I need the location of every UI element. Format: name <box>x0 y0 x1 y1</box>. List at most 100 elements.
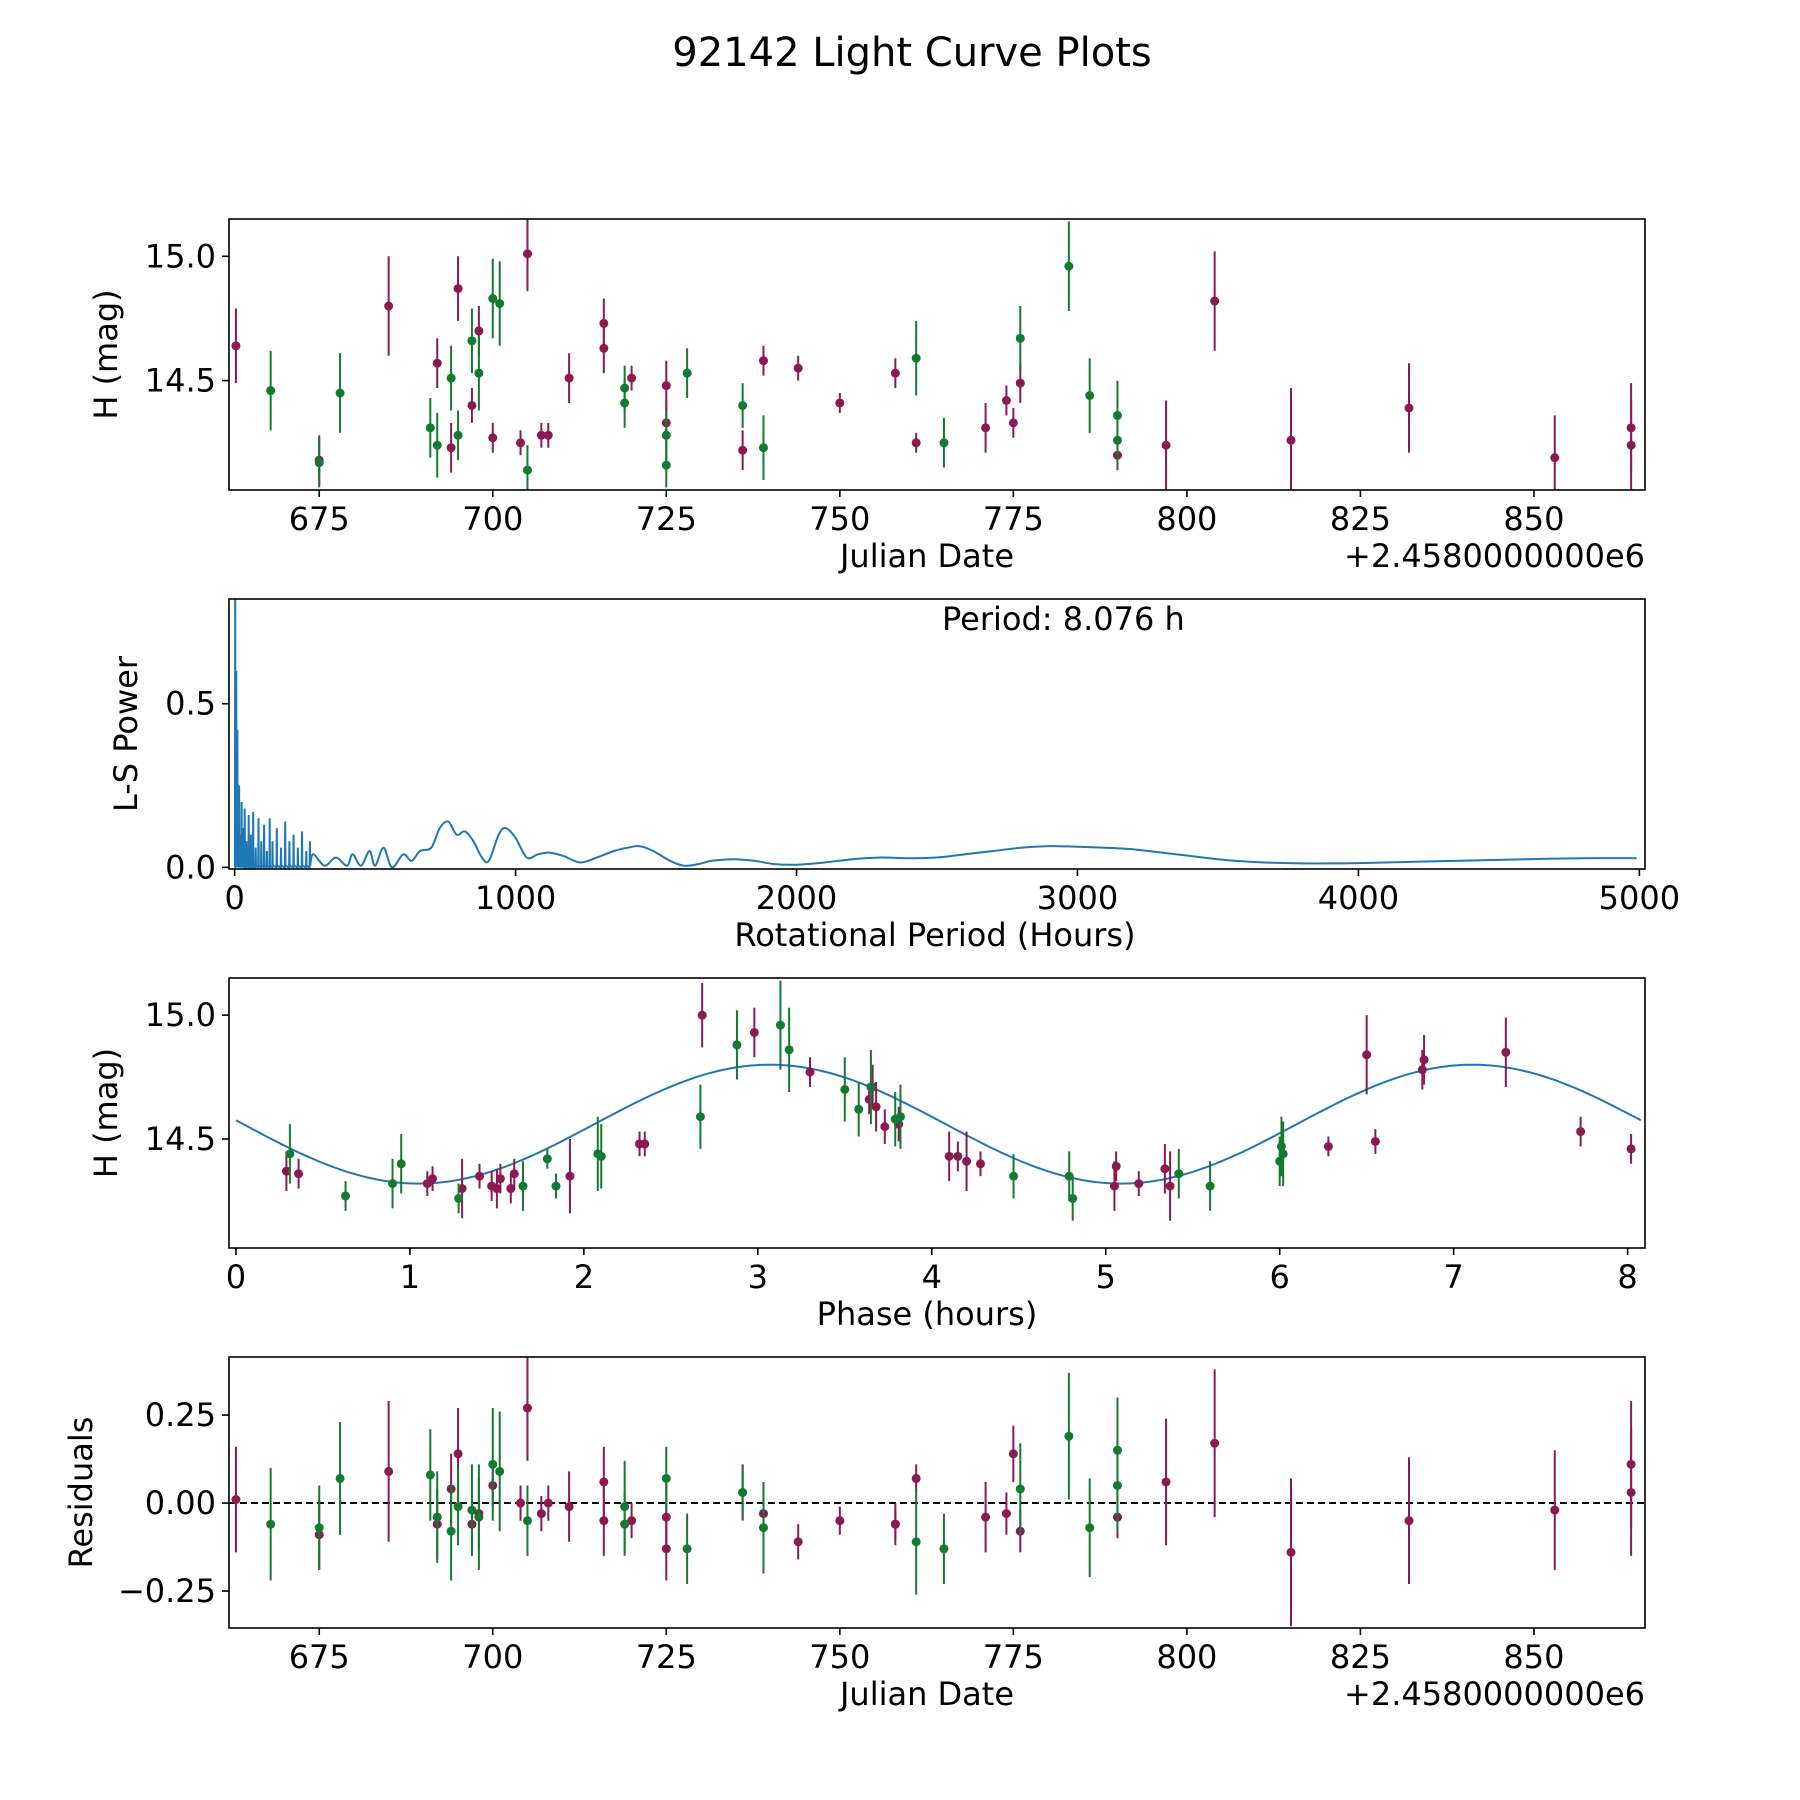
period-annotation: Period: 8.076 h <box>942 600 1185 638</box>
data-point <box>835 1516 845 1526</box>
data-point <box>495 299 505 309</box>
data-point <box>536 430 546 440</box>
data-point <box>758 1523 768 1533</box>
x-tick-label: 1 <box>400 1258 420 1296</box>
data-point <box>488 294 498 304</box>
data-point <box>428 1174 438 1184</box>
residuals-offset-label: +2.4580000000e6 <box>1344 1675 1645 1713</box>
data-point <box>911 353 921 363</box>
data-point <box>453 284 463 294</box>
data-point <box>522 1403 532 1413</box>
residuals-ylabel: Residuals <box>62 1417 100 1569</box>
data-point <box>1626 1488 1636 1497</box>
residuals-xlabel: Julian Date <box>838 1675 1014 1713</box>
lightcurve-panel: 675 700 725 750 775 800 825 850 14.5 15.0 Julian D… <box>87 218 1646 575</box>
data-point <box>695 1112 705 1122</box>
data-point <box>509 1169 519 1179</box>
y-tick-label: 15.0 <box>145 996 216 1034</box>
x-tick-label: 775 <box>983 1638 1044 1676</box>
x-tick-label: 800 <box>1156 1638 1217 1676</box>
data-point <box>749 1027 759 1037</box>
periodogram-xlabel: Rotational Period (Hours) <box>734 916 1135 954</box>
x-tick-label: 6 <box>1270 1258 1290 1296</box>
x-tick-label: 7 <box>1443 1258 1463 1296</box>
y-tick-label: −0.25 <box>118 1572 216 1610</box>
data-point <box>697 1010 707 1020</box>
data-point <box>1112 435 1122 445</box>
data-point <box>599 1516 609 1526</box>
data-point <box>492 1184 502 1194</box>
data-point <box>388 1179 398 1189</box>
data-point <box>231 1495 241 1505</box>
data-point <box>384 1466 394 1476</box>
y-tick-label: 0.0 <box>165 848 216 886</box>
x-tick-label: 8 <box>1617 1258 1637 1296</box>
data-point <box>425 423 435 433</box>
data-point <box>854 1104 864 1114</box>
data-point <box>432 358 442 368</box>
data-point <box>1576 1127 1586 1137</box>
data-point <box>543 1498 553 1508</box>
data-point <box>518 1181 528 1191</box>
data-point <box>1009 1171 1019 1181</box>
data-point <box>835 398 845 408</box>
data-point <box>488 433 498 443</box>
data-point <box>384 301 394 311</box>
data-point <box>1174 1169 1184 1179</box>
x-tick-label: 750 <box>809 500 870 538</box>
lightcurve-xlabel: Julian Date <box>838 537 1014 575</box>
data-point <box>453 1502 463 1512</box>
data-point <box>543 430 553 440</box>
data-point <box>542 1154 552 1164</box>
x-tick-label: 4 <box>922 1258 942 1296</box>
x-tick-label: 825 <box>1330 500 1391 538</box>
data-point <box>1278 1149 1288 1159</box>
data-point <box>1064 1171 1074 1181</box>
data-point <box>446 443 456 453</box>
x-tick-label: 0 <box>226 1258 246 1296</box>
data-point <box>467 400 477 410</box>
data-point <box>506 1184 516 1194</box>
x-tick-label: 700 <box>462 500 523 538</box>
data-point <box>1210 1438 1220 1448</box>
data-point <box>866 1082 876 1092</box>
data-point <box>596 1151 606 1161</box>
data-point <box>784 1045 794 1055</box>
data-point <box>335 388 345 398</box>
data-point <box>1008 1449 1018 1459</box>
data-point <box>962 1156 972 1166</box>
y-tick-label: 14.5 <box>145 362 216 400</box>
data-point <box>871 1102 881 1112</box>
periodogram-panel: Period: 8.076 h 0 1000 2000 3000 4000 5000 0.0 0… <box>107 598 1680 954</box>
data-point <box>880 1122 890 1132</box>
periodogram-ylabel: L-S Power <box>107 655 145 812</box>
data-point <box>446 373 456 383</box>
data-point <box>1550 1505 1560 1515</box>
data-point <box>467 1505 477 1515</box>
data-point <box>432 440 442 450</box>
data-point <box>758 356 768 366</box>
data-point <box>895 1112 905 1122</box>
data-point <box>738 1488 748 1497</box>
data-point <box>1210 296 1220 306</box>
data-point <box>939 1544 949 1554</box>
data-point <box>758 443 768 453</box>
figure-title: 92142 Light Curve Plots <box>672 30 1151 76</box>
data-point <box>446 1526 456 1536</box>
data-point <box>840 1084 850 1094</box>
data-point <box>661 1544 671 1554</box>
x-tick-label: 675 <box>289 500 350 538</box>
data-point <box>1161 440 1171 450</box>
data-point <box>1417 1065 1427 1075</box>
y-tick-label: 15.0 <box>145 237 216 275</box>
x-tick-label: 2 <box>574 1258 594 1296</box>
data-point <box>682 368 692 378</box>
lightcurve-ylabel: H (mag) <box>87 289 125 419</box>
x-tick-label: 2000 <box>756 879 837 917</box>
data-point <box>1064 1431 1074 1441</box>
residuals-data-layer <box>229 1357 1645 1627</box>
x-tick-label: 825 <box>1330 1638 1391 1676</box>
data-point <box>1165 1181 1175 1191</box>
data-point <box>640 1139 650 1149</box>
data-point <box>1001 1509 1011 1519</box>
